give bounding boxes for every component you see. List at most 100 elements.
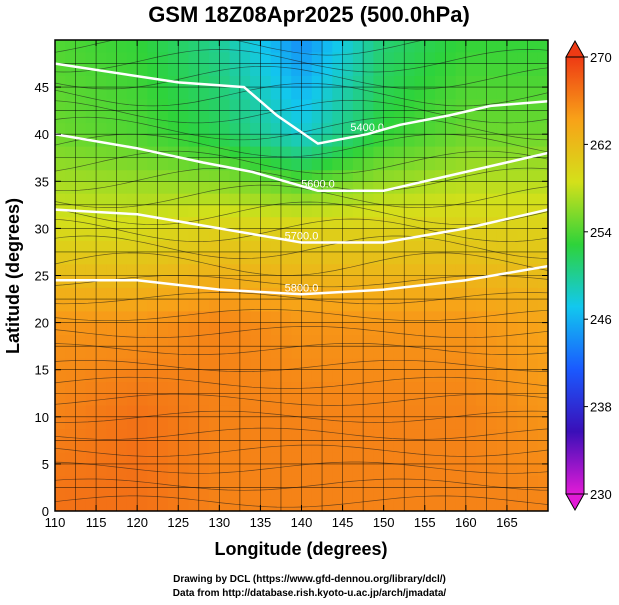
temperature-cell [445,251,457,265]
chart-title: GSM 18Z08Apr2025 (500.0hPa) [148,2,470,27]
temperature-cell [414,346,426,359]
temperature-cell [486,369,498,383]
temperature-cell [250,157,261,171]
temperature-cell [414,405,426,418]
temperature-cell [250,263,261,277]
temperature-cell [455,251,467,265]
temperature-cell [476,75,487,88]
temperature-cell [209,428,220,441]
temperature-cell [311,40,323,53]
temperature-cell [137,346,149,359]
temperature-cell [486,299,498,312]
y-tick-label: 25 [35,269,49,284]
temperature-cell [198,475,210,489]
temperature-cell [435,487,446,500]
temperature-cell [209,63,220,76]
temperature-cell [424,487,436,500]
temperature-cell [404,40,416,53]
temperature-cell [383,169,395,182]
temperature-cell [455,428,467,441]
temperature-cell [126,428,138,441]
temperature-cell [229,40,241,53]
temperature-cell [455,440,467,453]
temperature-cell [424,122,436,135]
temperature-cell [517,75,529,88]
temperature-cell [404,334,416,347]
temperature-cell [96,134,107,147]
temperature-cell [424,357,436,371]
temperature-cell [147,169,159,182]
colorbar-max-arrow [565,39,585,58]
temperature-cell [486,322,498,335]
temperature-cell [537,346,548,359]
temperature-cell [435,181,446,194]
temperature-cell [506,381,518,394]
temperature-cell [96,98,107,112]
temperature-cell [404,499,416,511]
temperature-cell [352,416,364,430]
temperature-cell [496,216,508,229]
temperature-cell [188,40,200,53]
temperature-cell [527,334,539,347]
temperature-cell [281,98,292,112]
temperature-cell [496,405,508,418]
temperature-cell [527,87,539,100]
temperature-cell [383,499,395,511]
temperature-cell [311,275,323,288]
temperature-cell [281,452,292,465]
temperature-cell [527,228,539,241]
temperature-cell [465,251,477,265]
temperature-cell [537,110,548,124]
temperature-cell [537,122,548,135]
temperature-cell [496,63,508,76]
temperature-cell [219,463,231,477]
temperature-cell [126,157,138,171]
temperature-cell [250,357,261,371]
temperature-cell [157,487,169,500]
temperature-cell [116,263,128,277]
temperature-cell [332,299,344,312]
temperature-cell [506,322,518,335]
temperature-cell [219,452,231,465]
temperature-cell [270,499,282,511]
temperature-cell [332,193,344,206]
temperature-cell [455,87,467,100]
temperature-cell [260,193,272,206]
temperature-cell [424,51,436,65]
temperature-cell [75,357,87,371]
temperature-cell [85,346,97,359]
temperature-cell [281,440,292,453]
temperature-cell [373,299,385,312]
temperature-cell [342,181,354,194]
temperature-cell [270,299,282,312]
temperature-cell [465,463,477,477]
temperature-cell [393,357,405,371]
temperature-cell [332,216,344,229]
temperature-cell [116,169,128,182]
x-tick-label: 165 [496,515,518,530]
temperature-cell [414,487,426,500]
temperature-cell [424,146,436,159]
temperature-cell [96,169,107,182]
temperature-cell [75,322,87,335]
temperature-cell [75,157,87,171]
temperature-cell [281,275,292,288]
temperature-cell [537,357,548,371]
temperature-cell [75,240,87,253]
temperature-cell [270,275,282,288]
temperature-cell [270,463,282,477]
temperature-cell [137,146,149,159]
temperature-cell [137,87,149,100]
temperature-cell [126,416,138,430]
temperature-cell [414,322,426,335]
temperature-cell [424,169,436,182]
temperature-cell [537,475,548,489]
temperature-cell [311,204,323,218]
temperature-cell [301,405,313,418]
temperature-cell [116,452,128,465]
temperature-cell [465,357,477,371]
temperature-cell [537,322,548,335]
temperature-cell [393,310,405,324]
temperature-cell [332,204,344,218]
temperature-cell [342,310,354,324]
